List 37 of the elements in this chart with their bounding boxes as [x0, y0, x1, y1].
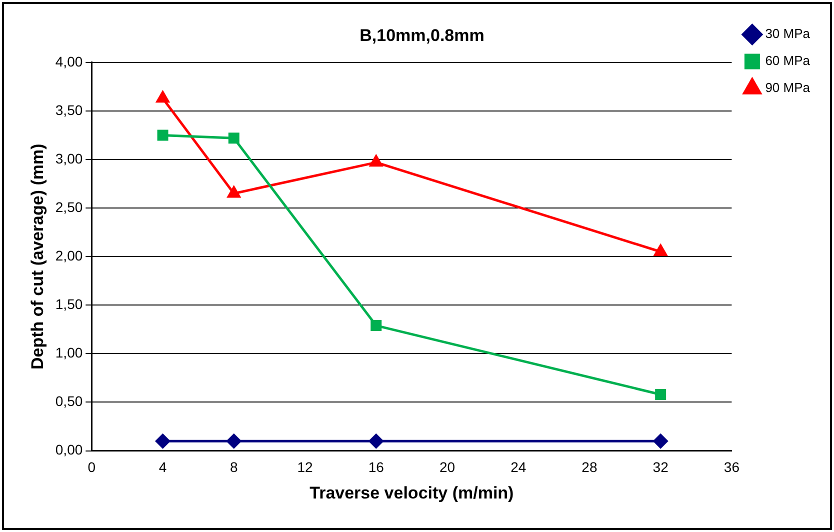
y-tick-label: 0,00	[55, 442, 83, 458]
x-tick-label: 28	[582, 459, 598, 476]
x-tick-label: 32	[652, 459, 669, 476]
x-tick-label: 24	[510, 459, 526, 476]
x-tick-label: 0	[88, 459, 96, 476]
y-tick-label: 0,50	[55, 393, 83, 410]
x-tick-label: 12	[297, 459, 313, 476]
point	[370, 320, 382, 332]
y-tick-label: 4,00	[55, 53, 83, 70]
legend-label: 90 MPa	[765, 80, 811, 96]
point	[370, 155, 383, 167]
y-axis-title: Depth of cut (average) (mm)	[28, 144, 47, 370]
y-tick-label: 1,50	[55, 296, 83, 312]
x-tick-label: 8	[230, 459, 238, 476]
y-tick-label: 1,00	[55, 344, 83, 361]
x-tick-label: 4	[158, 459, 167, 476]
y-tick-label: 3,00	[55, 150, 83, 166]
legend-label: 60 MPa	[765, 53, 811, 68]
chart-title: B,10mm,0.8mm	[360, 26, 484, 45]
point	[227, 186, 240, 198]
x-tick-label: 20	[439, 459, 456, 476]
point	[156, 434, 170, 448]
point	[157, 130, 168, 141]
y-tick-label: 2,50	[55, 198, 83, 215]
y-tick-label: 2,00	[55, 247, 83, 264]
point	[653, 434, 668, 448]
y-tick-label: 3,50	[55, 102, 83, 118]
legend-label: 30 MPa	[765, 26, 811, 42]
point	[368, 434, 384, 448]
point	[655, 388, 666, 400]
x-tick-label: 36	[724, 459, 740, 476]
x-tick-label: 16	[368, 459, 384, 476]
point	[226, 434, 242, 448]
x-axis-title: Traverse velocity (m/min)	[310, 483, 514, 502]
point	[156, 91, 170, 103]
point	[228, 132, 240, 144]
point	[654, 244, 668, 256]
